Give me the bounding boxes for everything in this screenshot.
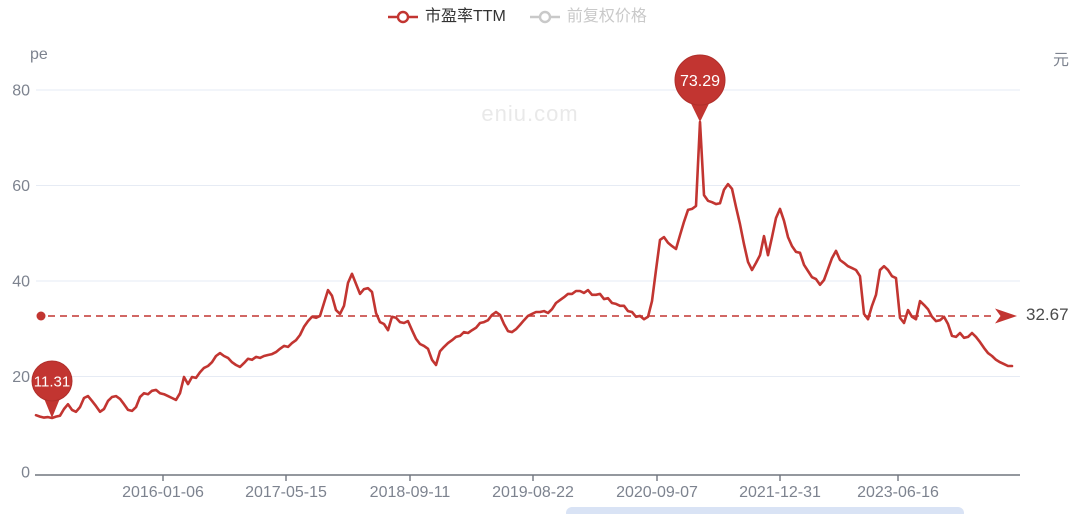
y-tick-label: 20 [12,369,30,386]
max-pin-marker [674,54,726,106]
y-axis-title-left: pe [30,46,48,63]
min-pin-marker-tail [43,397,61,418]
x-tick-label: 2023-06-16 [857,484,939,501]
max-pin-marker-tail [689,100,711,123]
markline-start-dot [36,311,46,321]
legend-line-icon [529,10,560,24]
x-tick-label: 2018-09-11 [370,484,451,501]
legend-item-1[interactable]: 前复权价格 [529,8,647,26]
legend-item-0[interactable]: 市盈率TTM [388,8,506,26]
legend-label: 市盈率TTM [425,8,506,25]
x-tick-label: 2019-08-22 [492,484,574,501]
y-tick-label: 40 [12,274,30,291]
min-pin-marker [31,360,73,402]
markline-value-label: 32.67 [1026,305,1069,324]
y-tick-label: 0 [21,465,30,482]
chart-legend: 市盈率TTM 前复权价格 [388,8,647,26]
markline-arrow-icon [995,308,1017,324]
y-tick-label: 80 [12,83,30,100]
x-tick-label: 2016-01-06 [122,484,204,501]
y-tick-label: 60 [12,178,30,195]
watermark: eniu.com [481,101,579,126]
x-tick-label: 2017-05-15 [245,484,327,501]
legend-label: 前复权价格 [566,8,647,25]
min-pin-marker-label: 11.31 [34,373,70,390]
pe-line-series[interactable] [34,120,1014,420]
x-tick-label: 2020-09-07 [616,484,698,501]
legend-line-icon [388,10,418,24]
datazoom-slider[interactable] [566,507,964,514]
x-tick-label: 2021-12-31 [739,484,821,501]
max-pin-marker-label: 73.29 [680,73,720,90]
y-axis-title-right: 元 [1053,52,1070,69]
